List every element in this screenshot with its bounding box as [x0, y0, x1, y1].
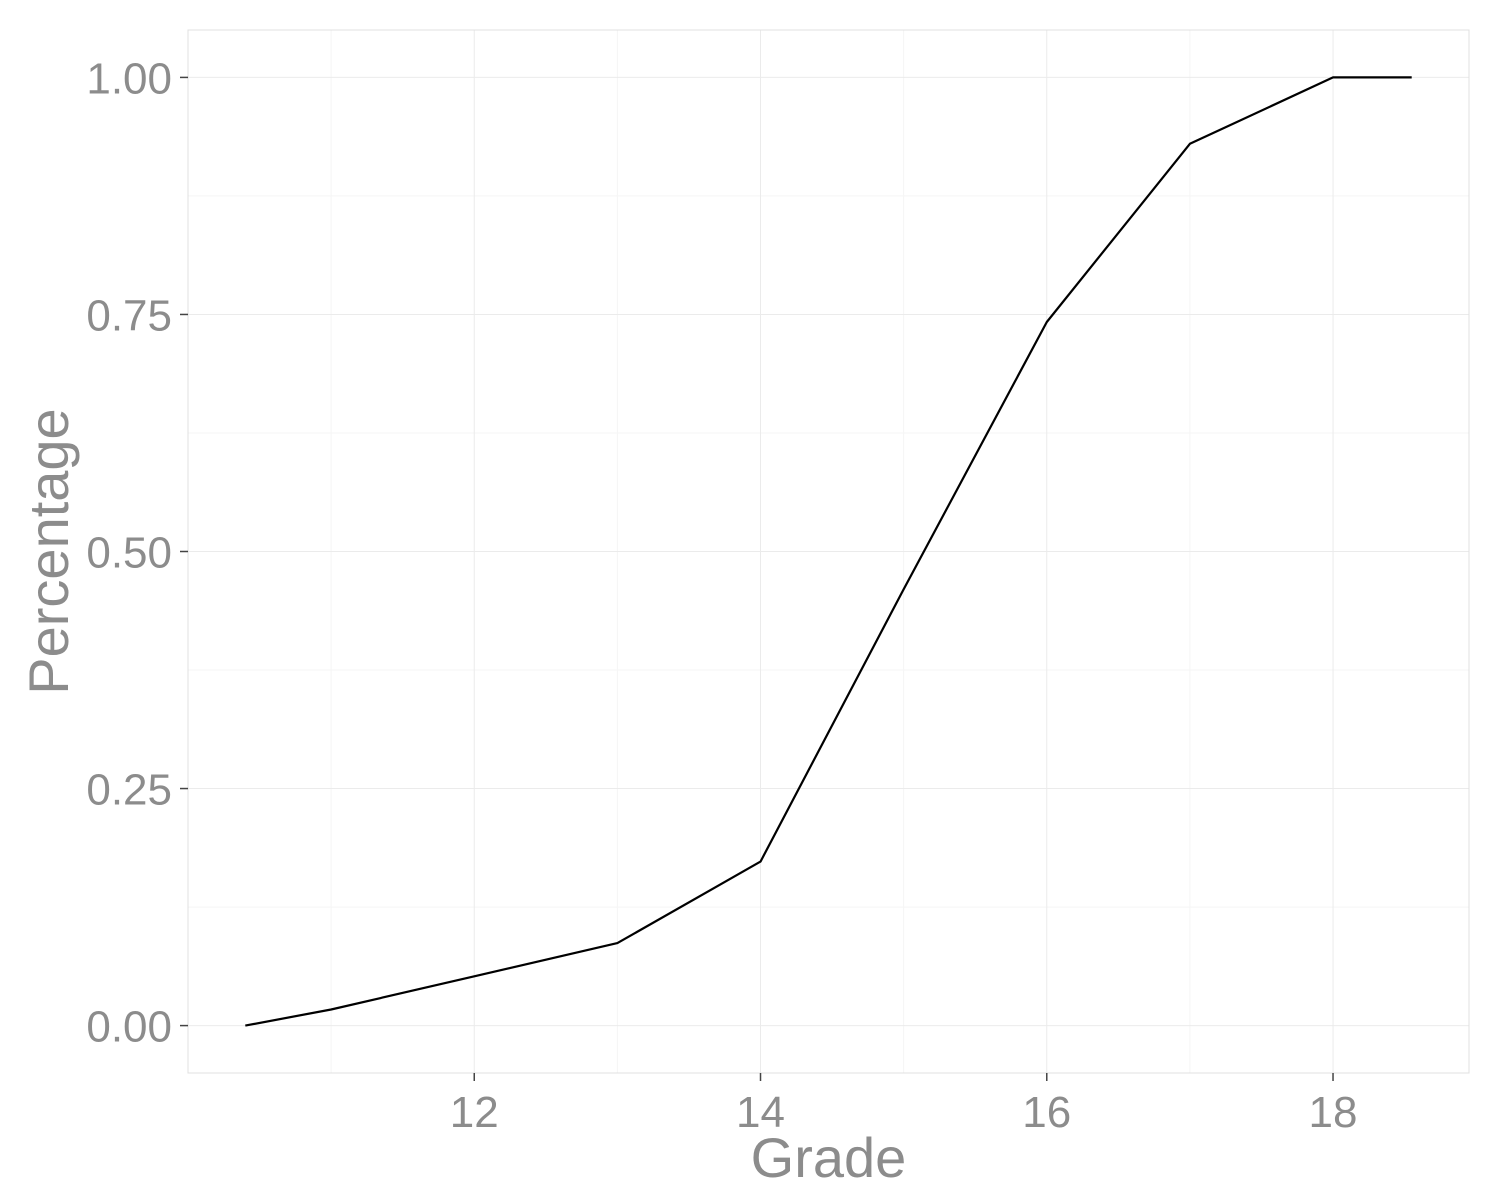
y-tick-label: 0.00 [86, 1003, 172, 1052]
y-tick-label: 1.00 [86, 54, 172, 103]
y-axis: 0.00 0.25 0.50 0.75 1.00 [86, 54, 188, 1052]
y-tick-label: 0.25 [86, 766, 172, 815]
x-tick-label: 18 [1309, 1088, 1358, 1137]
series-layer [245, 76, 1412, 1027]
x-axis-title: Grade [751, 1126, 907, 1189]
major-gridlines [188, 30, 1469, 1073]
y-tick-label: 0.75 [86, 291, 172, 340]
x-tick-label: 12 [450, 1088, 499, 1137]
minor-gridlines [188, 30, 1469, 1073]
series-line-0 [245, 76, 1412, 1027]
x-tick-label: 16 [1022, 1088, 1071, 1137]
x-axis: 12 14 16 18 [450, 1073, 1358, 1137]
y-axis-title: Percentage [17, 408, 80, 694]
y-tick-label: 0.50 [86, 529, 172, 578]
x-tick-label: 14 [736, 1088, 785, 1137]
